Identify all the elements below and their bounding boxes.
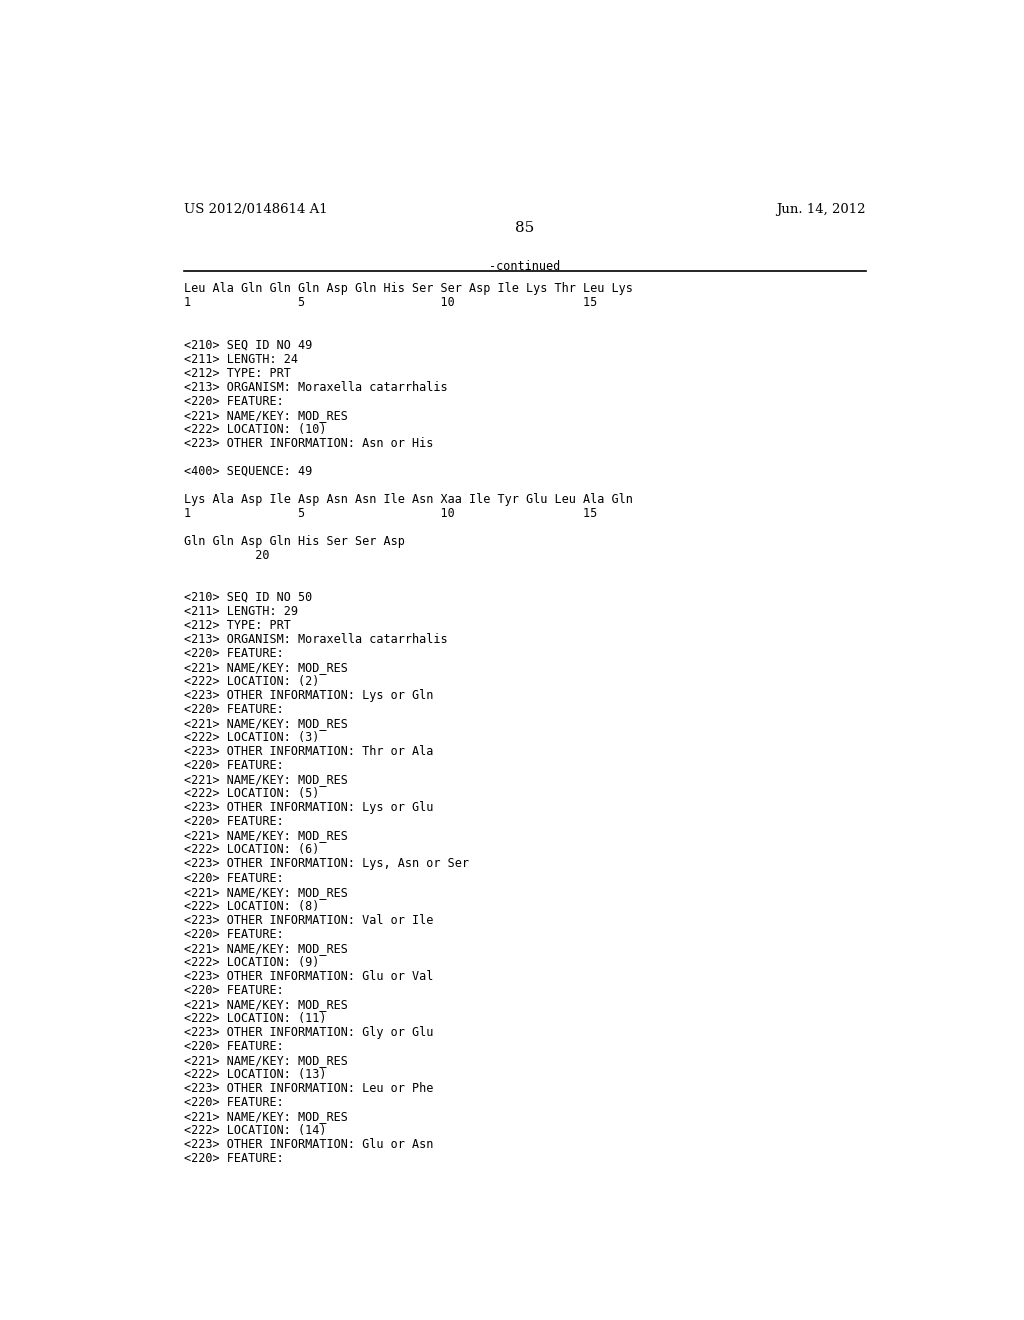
Text: <220> FEATURE:: <220> FEATURE: — [183, 395, 284, 408]
Text: <211> LENGTH: 29: <211> LENGTH: 29 — [183, 605, 298, 618]
Text: <222> LOCATION: (8): <222> LOCATION: (8) — [183, 899, 318, 912]
Text: <221> NAME/KEY: MOD_RES: <221> NAME/KEY: MOD_RES — [183, 886, 347, 899]
Text: <223> OTHER INFORMATION: Lys or Gln: <223> OTHER INFORMATION: Lys or Gln — [183, 689, 433, 702]
Text: <210> SEQ ID NO 49: <210> SEQ ID NO 49 — [183, 338, 311, 351]
Text: <220> FEATURE:: <220> FEATURE: — [183, 1152, 284, 1166]
Text: 20: 20 — [183, 549, 269, 562]
Text: <223> OTHER INFORMATION: Lys, Asn or Ser: <223> OTHER INFORMATION: Lys, Asn or Ser — [183, 858, 469, 870]
Text: <213> ORGANISM: Moraxella catarrhalis: <213> ORGANISM: Moraxella catarrhalis — [183, 634, 447, 645]
Text: <222> LOCATION: (11): <222> LOCATION: (11) — [183, 1011, 326, 1024]
Text: <221> NAME/KEY: MOD_RES: <221> NAME/KEY: MOD_RES — [183, 829, 347, 842]
Text: <220> FEATURE:: <220> FEATURE: — [183, 983, 284, 997]
Text: <221> NAME/KEY: MOD_RES: <221> NAME/KEY: MOD_RES — [183, 1053, 347, 1067]
Text: <221> NAME/KEY: MOD_RES: <221> NAME/KEY: MOD_RES — [183, 661, 347, 675]
Text: <212> TYPE: PRT: <212> TYPE: PRT — [183, 619, 291, 632]
Text: <222> LOCATION: (9): <222> LOCATION: (9) — [183, 956, 318, 969]
Text: <223> OTHER INFORMATION: Thr or Ala: <223> OTHER INFORMATION: Thr or Ala — [183, 746, 433, 758]
Text: <221> NAME/KEY: MOD_RES: <221> NAME/KEY: MOD_RES — [183, 774, 347, 787]
Text: <222> LOCATION: (3): <222> LOCATION: (3) — [183, 731, 318, 744]
Text: <220> FEATURE:: <220> FEATURE: — [183, 647, 284, 660]
Text: <223> OTHER INFORMATION: Val or Ile: <223> OTHER INFORMATION: Val or Ile — [183, 913, 433, 927]
Text: <222> LOCATION: (14): <222> LOCATION: (14) — [183, 1123, 326, 1137]
Text: <220> FEATURE:: <220> FEATURE: — [183, 1040, 284, 1053]
Text: <222> LOCATION: (13): <222> LOCATION: (13) — [183, 1068, 326, 1081]
Text: 85: 85 — [515, 222, 535, 235]
Text: <220> FEATURE:: <220> FEATURE: — [183, 759, 284, 772]
Text: 1               5                   10                  15: 1 5 10 15 — [183, 297, 597, 309]
Text: <211> LENGTH: 24: <211> LENGTH: 24 — [183, 352, 298, 366]
Text: <222> LOCATION: (2): <222> LOCATION: (2) — [183, 675, 318, 688]
Text: <223> OTHER INFORMATION: Asn or His: <223> OTHER INFORMATION: Asn or His — [183, 437, 433, 450]
Text: 1               5                   10                  15: 1 5 10 15 — [183, 507, 597, 520]
Text: <220> FEATURE:: <220> FEATURE: — [183, 928, 284, 941]
Text: <222> LOCATION: (10): <222> LOCATION: (10) — [183, 422, 326, 436]
Text: <223> OTHER INFORMATION: Gly or Glu: <223> OTHER INFORMATION: Gly or Glu — [183, 1026, 433, 1039]
Text: <221> NAME/KEY: MOD_RES: <221> NAME/KEY: MOD_RES — [183, 998, 347, 1011]
Text: <213> ORGANISM: Moraxella catarrhalis: <213> ORGANISM: Moraxella catarrhalis — [183, 380, 447, 393]
Text: <221> NAME/KEY: MOD_RES: <221> NAME/KEY: MOD_RES — [183, 941, 347, 954]
Text: Leu Ala Gln Gln Gln Asp Gln His Ser Ser Asp Ile Lys Thr Leu Lys: Leu Ala Gln Gln Gln Asp Gln His Ser Ser … — [183, 282, 633, 296]
Text: <221> NAME/KEY: MOD_RES: <221> NAME/KEY: MOD_RES — [183, 409, 347, 421]
Text: <222> LOCATION: (6): <222> LOCATION: (6) — [183, 843, 318, 857]
Text: <223> OTHER INFORMATION: Lys or Glu: <223> OTHER INFORMATION: Lys or Glu — [183, 801, 433, 814]
Text: US 2012/0148614 A1: US 2012/0148614 A1 — [183, 203, 328, 216]
Text: <400> SEQUENCE: 49: <400> SEQUENCE: 49 — [183, 465, 311, 478]
Text: <223> OTHER INFORMATION: Leu or Phe: <223> OTHER INFORMATION: Leu or Phe — [183, 1082, 433, 1094]
Text: <220> FEATURE:: <220> FEATURE: — [183, 704, 284, 717]
Text: <223> OTHER INFORMATION: Glu or Val: <223> OTHER INFORMATION: Glu or Val — [183, 970, 433, 982]
Text: <222> LOCATION: (5): <222> LOCATION: (5) — [183, 787, 318, 800]
Text: <223> OTHER INFORMATION: Glu or Asn: <223> OTHER INFORMATION: Glu or Asn — [183, 1138, 433, 1151]
Text: <220> FEATURE:: <220> FEATURE: — [183, 871, 284, 884]
Text: -continued: -continued — [489, 260, 560, 273]
Text: <220> FEATURE:: <220> FEATURE: — [183, 1096, 284, 1109]
Text: <212> TYPE: PRT: <212> TYPE: PRT — [183, 367, 291, 380]
Text: <210> SEQ ID NO 50: <210> SEQ ID NO 50 — [183, 591, 311, 605]
Text: <221> NAME/KEY: MOD_RES: <221> NAME/KEY: MOD_RES — [183, 717, 347, 730]
Text: <220> FEATURE:: <220> FEATURE: — [183, 816, 284, 829]
Text: Gln Gln Asp Gln His Ser Ser Asp: Gln Gln Asp Gln His Ser Ser Asp — [183, 535, 404, 548]
Text: Jun. 14, 2012: Jun. 14, 2012 — [776, 203, 866, 216]
Text: Lys Ala Asp Ile Asp Asn Asn Ile Asn Xaa Ile Tyr Glu Leu Ala Gln: Lys Ala Asp Ile Asp Asn Asn Ile Asn Xaa … — [183, 492, 633, 506]
Text: <221> NAME/KEY: MOD_RES: <221> NAME/KEY: MOD_RES — [183, 1110, 347, 1123]
